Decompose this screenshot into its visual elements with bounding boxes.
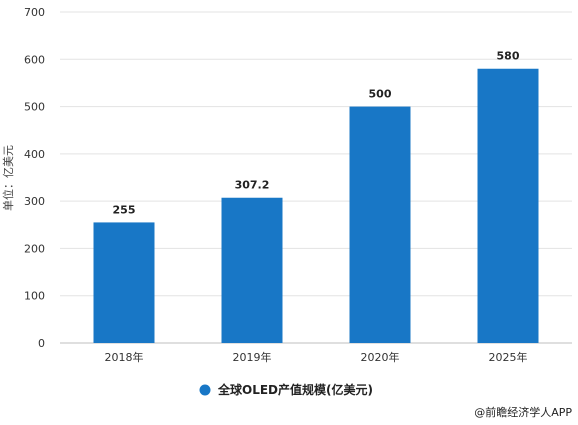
y-tick-label: 500 bbox=[24, 101, 45, 114]
y-tick-label: 600 bbox=[24, 53, 45, 66]
legend-label: 全球OLED产值规模(亿美元) bbox=[217, 382, 373, 397]
bar bbox=[349, 106, 411, 343]
x-tick-label: 2019年 bbox=[233, 350, 272, 364]
bar bbox=[477, 68, 539, 343]
bars bbox=[93, 68, 539, 343]
y-axis-label: 单位：亿美元 bbox=[1, 145, 15, 211]
y-tick-label: 200 bbox=[24, 242, 45, 255]
legend-marker bbox=[199, 384, 211, 396]
data-label: 500 bbox=[369, 88, 392, 101]
x-tick-label: 2025年 bbox=[489, 350, 528, 364]
bar bbox=[93, 222, 155, 343]
bar bbox=[221, 197, 283, 343]
source-credit: @前瞻经济学人APP bbox=[474, 405, 572, 419]
y-tick-label: 300 bbox=[24, 195, 45, 208]
x-tick-label: 2020年 bbox=[361, 350, 400, 364]
y-tick-label: 400 bbox=[24, 148, 45, 161]
y-tick-label: 0 bbox=[38, 337, 45, 350]
x-axis-ticks: 2018年 2019年 2020年 2025年 bbox=[105, 350, 528, 364]
y-tick-label: 700 bbox=[24, 6, 45, 19]
data-labels: 255 307.2 500 580 bbox=[113, 50, 520, 217]
data-label: 255 bbox=[113, 203, 136, 216]
data-label: 307.2 bbox=[235, 179, 270, 192]
legend: 全球OLED产值规模(亿美元) bbox=[199, 382, 373, 397]
y-tick-label: 100 bbox=[24, 290, 45, 303]
data-label: 580 bbox=[497, 50, 520, 63]
x-tick-label: 2018年 bbox=[105, 350, 144, 364]
y-axis-ticks: 0 100 200 300 400 500 600 700 bbox=[24, 6, 45, 350]
